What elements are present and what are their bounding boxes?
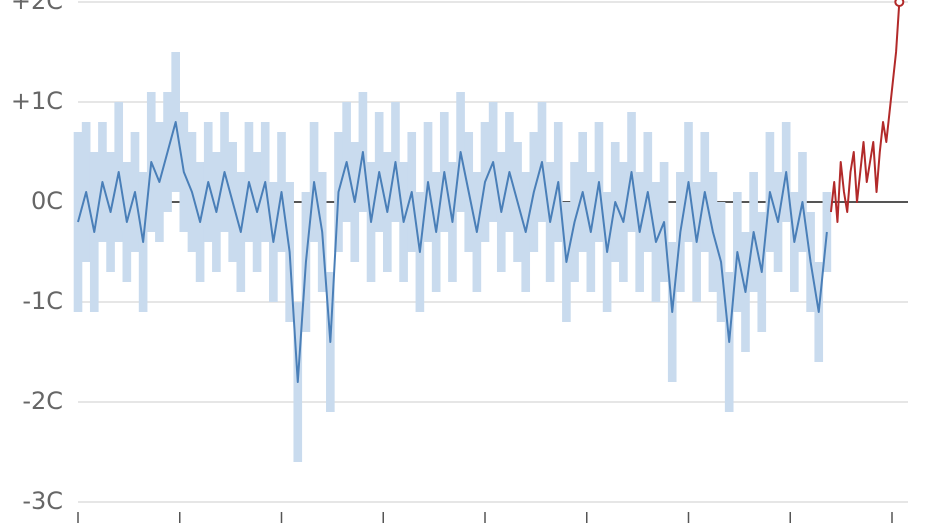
y-tick-label: -1C bbox=[22, 287, 63, 315]
y-tick-label: 0C bbox=[31, 187, 63, 215]
y-tick-label: -2C bbox=[22, 387, 63, 415]
temperature-line bbox=[829, 1, 901, 223]
y-tick-label: +2C bbox=[11, 0, 63, 15]
y-tick-label: +1C bbox=[11, 87, 63, 115]
y-tick-label: -3C bbox=[22, 487, 63, 515]
end-marker bbox=[894, 0, 905, 7]
temperature-line bbox=[77, 121, 828, 383]
